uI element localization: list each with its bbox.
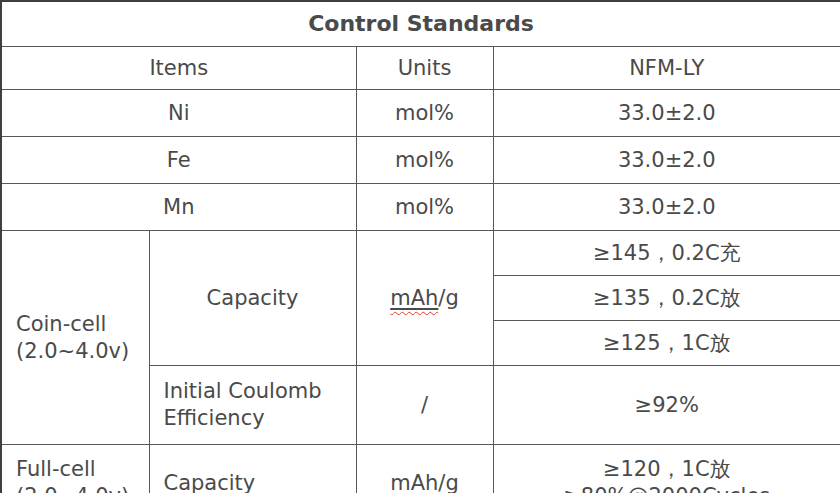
full-cell-label-line2: (2.0~4.0v): [16, 483, 141, 493]
value-cell: ≥120，1C放 ≥80%@2000Cycles: [493, 445, 840, 493]
full-capacity-item: Capacity: [149, 445, 356, 493]
coin-efficiency-units: /: [356, 366, 493, 445]
full-cell-group-label: Full-cell (2.0~4.0v): [1, 445, 149, 493]
table-row: Full-cell (2.0~4.0v) Capacity mAh/g ≥120…: [1, 445, 840, 493]
value-cell: ≥135，0.2C放: [493, 276, 840, 321]
value-cell: ≥125，1C放: [493, 321, 840, 366]
column-header-items: Items: [1, 47, 356, 90]
value-cell: ≥145，0.2C充: [493, 231, 840, 276]
coin-capacity-units: mAh/g: [356, 231, 493, 366]
units-underlined-text: mAh: [390, 286, 438, 310]
coin-capacity-item: Capacity: [149, 231, 356, 366]
column-header-spec: NFM-LY: [493, 47, 840, 90]
item-cell-fe: Fe: [1, 137, 356, 184]
table-row: Coin-cell (2.0~4.0v) Capacity mAh/g ≥145…: [1, 231, 840, 276]
units-cell: mol%: [356, 137, 493, 184]
units-rest-text: /g: [438, 471, 458, 493]
table-row: Items Units NFM-LY: [1, 47, 840, 90]
units-spellcheck-wrap: mAh: [390, 471, 438, 493]
full-value-line1: ≥120，1C放: [502, 456, 833, 483]
units-spellcheck-wrap: mAh: [390, 286, 438, 310]
column-header-units: Units: [356, 47, 493, 90]
item-cell-ni: Ni: [1, 90, 356, 137]
table-row: Control Standards: [1, 1, 840, 47]
coin-cell-label-line1: Coin-cell: [16, 311, 141, 338]
units-underlined-text: mAh: [390, 471, 438, 493]
table-title: Control Standards: [1, 1, 840, 47]
coin-cell-label-line2: (2.0~4.0v): [16, 338, 141, 365]
value-cell: 33.0±2.0: [493, 90, 840, 137]
item-cell-mn: Mn: [1, 184, 356, 231]
full-cell-label-line1: Full-cell: [16, 456, 141, 483]
table-row: Mn mol% 33.0±2.0: [1, 184, 840, 231]
value-cell: 33.0±2.0: [493, 184, 840, 231]
table-row: Ni mol% 33.0±2.0: [1, 90, 840, 137]
units-cell: mol%: [356, 184, 493, 231]
control-standards-table: Control Standards Items Units NFM-LY Ni …: [0, 0, 840, 493]
full-capacity-units: mAh/g: [356, 445, 493, 493]
full-value-line2: ≥80%@2000Cycles: [502, 483, 833, 493]
coin-efficiency-item: Initial Coulomb Efficiency: [149, 366, 356, 445]
units-rest-text: /g: [438, 286, 458, 310]
value-cell: ≥92%: [493, 366, 840, 445]
units-cell: mol%: [356, 90, 493, 137]
table-row: Fe mol% 33.0±2.0: [1, 137, 840, 184]
coin-cell-group-label: Coin-cell (2.0~4.0v): [1, 231, 149, 445]
value-cell: 33.0±2.0: [493, 137, 840, 184]
